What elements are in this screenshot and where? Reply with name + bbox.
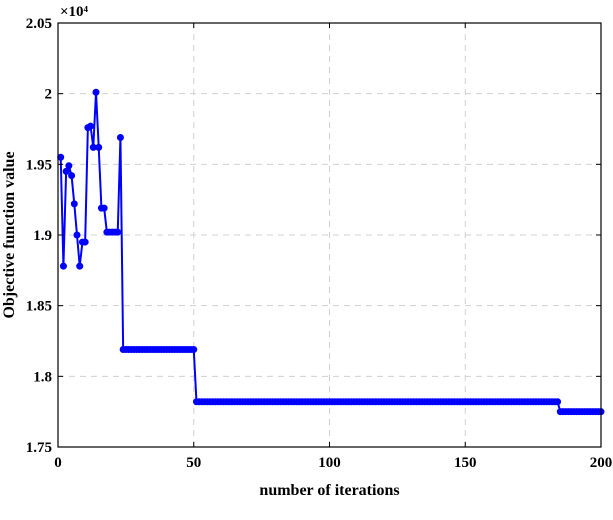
x-tick-label-2: 100 <box>318 455 341 471</box>
data-point-7 <box>76 262 84 270</box>
data-point-16 <box>100 204 108 212</box>
data-point-49 <box>190 345 198 353</box>
x-tick-label-4: 200 <box>590 455 613 471</box>
data-point-2 <box>62 167 70 175</box>
y-multiplier-label: ×10⁴ <box>60 4 89 20</box>
data-point-183 <box>554 398 562 406</box>
series-layer <box>57 88 605 416</box>
y-tick-label-3: 1.9 <box>33 228 52 244</box>
grid <box>58 23 601 447</box>
data-point-13 <box>92 88 100 96</box>
data-point-6 <box>73 231 81 239</box>
ticks-layer: 0 50 100 150 200 1.75 1.8 1.85 1.9 1.95 2 2.05 <box>26 16 613 471</box>
y-tick-label-4: 1.95 <box>26 157 52 173</box>
data-point-3 <box>65 162 73 170</box>
y-axis-title: Objective function value <box>1 151 18 318</box>
y-tick-label-0: 1.75 <box>26 440 52 456</box>
y-tick-label-5: 2 <box>45 87 53 103</box>
data-point-22 <box>116 133 124 141</box>
data-point-0 <box>57 153 65 161</box>
y-tick-label-2: 1.85 <box>26 299 52 315</box>
x-tick-label-1: 50 <box>186 455 201 471</box>
data-point-14 <box>95 143 103 151</box>
data-point-11 <box>87 122 95 130</box>
y-tick-label-6: 2.05 <box>26 16 52 32</box>
data-point-9 <box>81 238 89 246</box>
data-point-4 <box>68 172 76 180</box>
x-tick-label-0: 0 <box>54 455 62 471</box>
x-tick-label-3: 150 <box>454 455 477 471</box>
x-axis-title: number of iterations <box>259 482 399 499</box>
y-tick-label-1: 1.8 <box>33 369 52 385</box>
data-point-5 <box>70 200 78 208</box>
data-point-1 <box>59 262 67 270</box>
data-point-21 <box>114 228 122 236</box>
